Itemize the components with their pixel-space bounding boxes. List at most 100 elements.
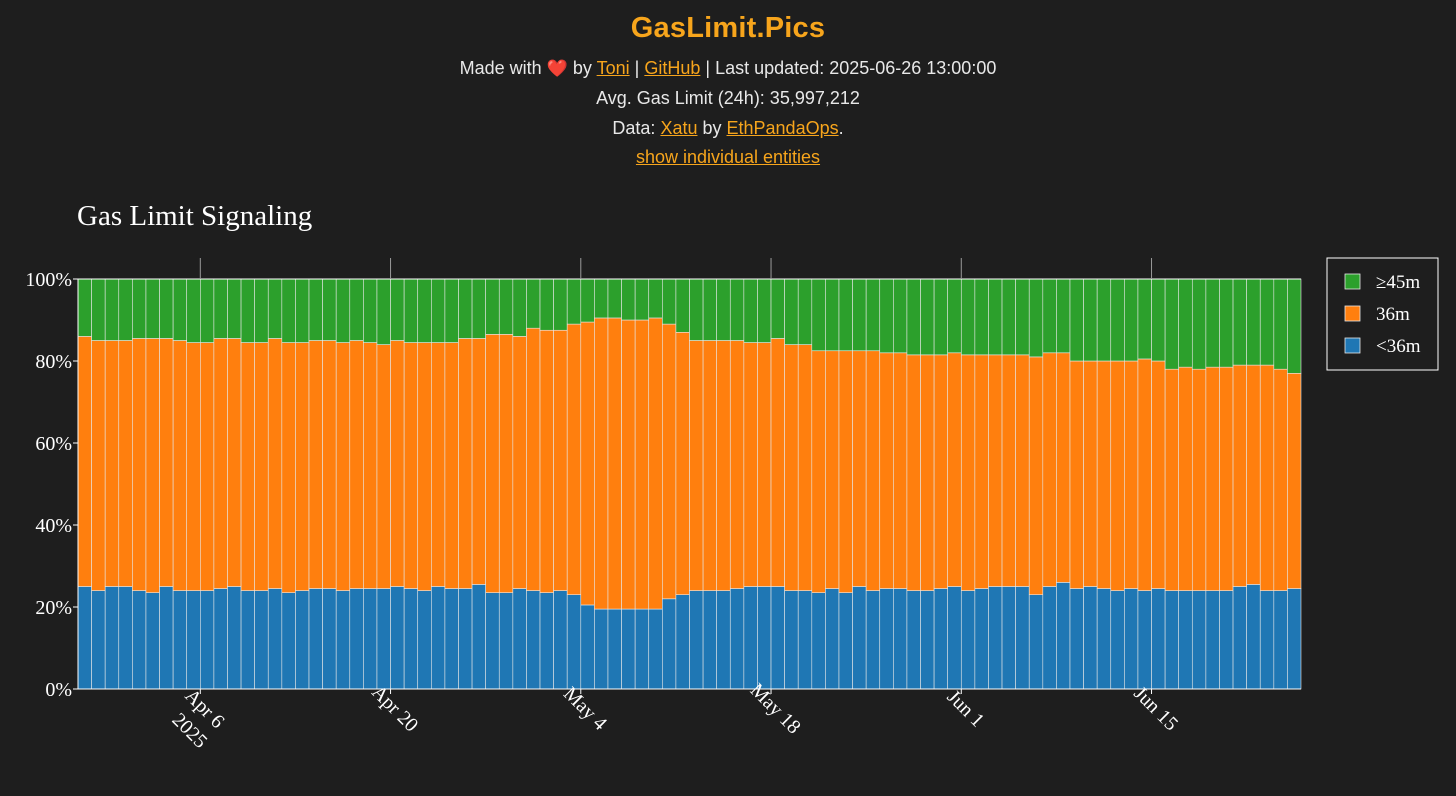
bar-segment [852,350,867,587]
bar-segment [498,334,514,593]
bar-segment [444,342,459,589]
bar-segment [159,586,174,690]
bar-segment [1191,590,1207,690]
bar-segment [267,588,283,690]
bar-segment [743,586,758,690]
bar-segment [295,278,310,343]
bar-segment [1028,278,1044,358]
bar-segment [770,338,785,587]
bar-segment [634,319,650,610]
bar-segment [363,588,378,690]
y-tick-label: 100% [25,269,72,291]
bar-segment [607,317,622,610]
bar-segment [594,608,609,690]
bar-segment [675,331,690,595]
bar-segment [1069,588,1084,690]
legend-swatch [1344,305,1361,322]
bar-segment [838,278,853,352]
bar-segment [757,342,772,587]
bar-segment [403,342,419,589]
bar-segment [960,278,976,356]
bar-segment [621,608,636,690]
bar-segment [1137,358,1152,591]
bar-segment [1042,586,1057,690]
legend-swatch [1344,337,1361,354]
y-tick-label: 20% [35,597,72,619]
bar-segment [1232,364,1247,587]
bar-segment [879,278,894,354]
bar-segment [1164,368,1179,591]
data-label: Data: [612,118,656,138]
bar-segment [947,278,962,354]
legend: ≥45m 36m <36m [1326,257,1439,371]
bar-segment [906,278,921,356]
bar-segment [200,342,215,591]
bar-segment [865,350,881,591]
bar-segment [295,590,310,690]
bar-segment [104,586,120,690]
bar-segment [118,278,133,341]
bar-segment [444,588,459,690]
bar-segment [512,336,527,589]
bar-segment [825,588,840,690]
bar-segment [1246,278,1261,366]
bar-segment [104,278,120,341]
bar-segment [267,278,283,339]
bar-segment [254,342,269,591]
github-link[interactable]: GitHub [644,58,701,78]
bar-segment [920,590,935,690]
bar-segment [227,586,242,690]
bar-segment [1273,368,1288,591]
bar-segment [471,584,486,690]
bar-segment [77,278,92,337]
bar-segment [879,588,894,690]
bar-segment [1164,278,1179,370]
bar-segment [1001,278,1016,356]
x-tick-label: May 4 [559,683,611,735]
bar-segment [403,278,419,343]
show-entities-link[interactable]: show individual entities [635,147,821,167]
ethpandaops-link[interactable]: EthPandaOps [726,118,839,138]
bar-segment [186,278,201,343]
y-tick-label: 0% [45,679,72,701]
bar-segment [349,340,364,589]
bar-segment [852,586,867,690]
bar-segment [634,608,650,690]
bar-segment [308,588,323,690]
legend-label: 36m [1376,304,1410,325]
data-source-line: Data: Xatu by EthPandaOps. [0,118,1456,139]
bar-segment [716,340,731,591]
bar-segment [145,338,160,593]
bar-segment [689,590,704,690]
author-link[interactable]: Toni [596,58,630,78]
legend-label: ≥45m [1376,272,1420,293]
bar-segment [1151,360,1166,589]
bar-segment [729,278,745,341]
bar-segment [947,352,962,587]
bar-segment [471,338,486,585]
bar-segment [1287,372,1302,589]
bar-segment [988,278,1003,356]
bar-segment [920,278,935,356]
bar-segment [1232,278,1247,366]
bar-segment [906,354,921,591]
xatu-link[interactable]: Xatu [660,118,698,138]
bar-segment [852,278,867,352]
bar-segment [1028,594,1044,690]
bar-segment [349,588,364,690]
bar-segment [390,278,405,341]
bar-segment [757,278,772,343]
bar-segment [675,278,690,333]
bar-segment [1069,278,1084,362]
bar-segment [118,340,133,587]
bar-segment [1137,278,1152,360]
bar-segment [91,340,106,591]
bar-segment [485,334,500,593]
bar-segment [186,342,201,591]
bar-segment [431,342,446,587]
bar-segment [933,588,948,690]
bar-segment [1178,366,1193,591]
y-tick-label: 60% [35,433,72,455]
bar-segment [1232,586,1247,690]
bar-segment [1015,586,1030,690]
